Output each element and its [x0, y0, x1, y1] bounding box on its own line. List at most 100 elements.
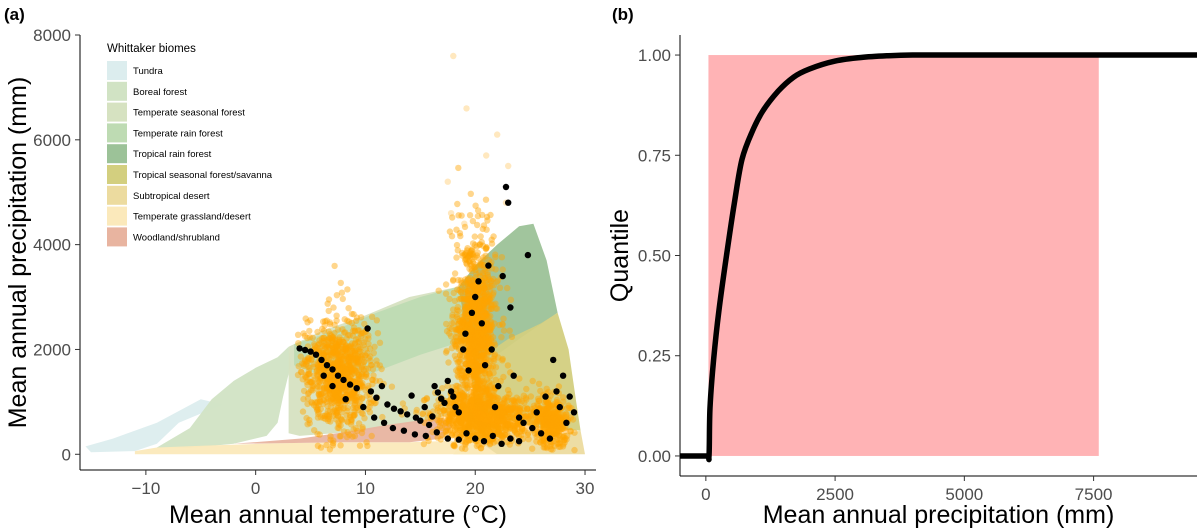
orange-point-297 — [317, 444, 325, 451]
orange-point-2360 — [491, 412, 498, 420]
orange-point-688 — [335, 381, 342, 388]
orange-point-2548 — [458, 419, 465, 426]
orange-point-1282 — [456, 324, 463, 332]
orange-point-977 — [483, 213, 491, 221]
orange-point-1160 — [475, 349, 483, 356]
orange-point-1087 — [474, 320, 481, 327]
orange-point-3010 — [535, 397, 542, 404]
orange-point-1257 — [465, 317, 472, 324]
orange-point-443 — [309, 387, 316, 394]
orange-point-2169 — [494, 428, 501, 435]
orange-point-3180 — [561, 436, 568, 444]
orange-point-3106 — [553, 410, 561, 417]
orange-point-363 — [326, 397, 333, 405]
orange-point-1012 — [475, 286, 483, 294]
orange-point-165 — [322, 392, 329, 399]
orange-point-2237 — [496, 431, 503, 438]
orange-point-2606 — [461, 415, 468, 423]
orange-point-553 — [314, 367, 321, 374]
orange-point-1270 — [463, 252, 470, 259]
orange-point-103 — [314, 398, 321, 406]
orange-point-1410 — [468, 393, 475, 400]
orange-point-3007 — [540, 440, 547, 447]
orange-point-43 — [329, 371, 337, 378]
black-point-11 — [364, 325, 371, 332]
orange-point-2331 — [474, 418, 481, 425]
orange-point-704 — [308, 378, 316, 386]
orange-point-1141 — [455, 307, 462, 315]
orange-point-2457 — [477, 424, 484, 431]
orange-point-1732 — [465, 423, 472, 430]
orange-point-2575 — [525, 436, 532, 443]
orange-point-2165 — [482, 409, 489, 416]
biome-region-1 — [156, 346, 291, 448]
orange-point-1066 — [454, 368, 462, 375]
orange-point-2926 — [553, 414, 560, 422]
orange-point-596 — [347, 394, 354, 402]
orange-point-2955 — [554, 440, 561, 448]
orange-point-189 — [351, 402, 358, 409]
orange-point-1343 — [481, 328, 489, 335]
orange-point-2849 — [491, 411, 498, 418]
orange-point-2095 — [498, 432, 505, 439]
orange-point-657 — [351, 432, 359, 440]
orange-point-1247 — [466, 361, 473, 368]
orange-point-326 — [334, 383, 342, 390]
orange-point-5 — [300, 387, 308, 395]
orange-point-2260 — [502, 408, 509, 416]
orange-point-2186 — [498, 414, 505, 421]
orange-point-715 — [334, 342, 341, 349]
orange-point-2476 — [475, 411, 482, 418]
orange-point-2671 — [445, 418, 453, 425]
orange-point-2871 — [527, 419, 534, 427]
orange-point-1425 — [475, 349, 482, 356]
orange-point-2027 — [442, 427, 450, 435]
orange-point-413 — [309, 385, 316, 392]
orange-point-111 — [348, 375, 355, 382]
orange-point-1195 — [456, 367, 464, 374]
orange-point-3128 — [547, 405, 555, 413]
orange-point-2402 — [436, 423, 444, 430]
orange-point-1184 — [470, 354, 477, 361]
orange-point-2689 — [478, 419, 485, 427]
orange-point-1786 — [477, 325, 484, 333]
orange-point-2021 — [482, 406, 489, 413]
orange-point-2132 — [474, 398, 481, 405]
orange-point-954 — [483, 383, 490, 391]
orange-point-3164 — [545, 410, 552, 417]
orange-point-1211 — [475, 363, 483, 370]
orange-point-2078 — [449, 430, 456, 437]
orange-point-2914 — [556, 414, 564, 421]
orange-point-1752 — [475, 360, 482, 368]
orange-point-3046 — [549, 414, 557, 421]
orange-point-2013 — [480, 405, 488, 412]
orange-point-224 — [362, 352, 369, 359]
orange-point-2881 — [506, 410, 513, 417]
orange-point-520 — [317, 364, 324, 371]
black-point-26 — [434, 389, 442, 396]
orange-point-2405 — [480, 418, 488, 425]
black-point-49 — [507, 304, 514, 311]
orange-point-1622 — [482, 335, 489, 342]
orange-point-2161 — [448, 412, 455, 420]
orange-point-101 — [327, 375, 335, 382]
orange-point-2727 — [531, 430, 539, 437]
orange-point-1836 — [487, 277, 495, 284]
orange-point-1859 — [475, 361, 483, 368]
orange-point-2007 — [478, 427, 486, 435]
orange-point-236 — [312, 346, 319, 353]
orange-point-2895 — [545, 428, 552, 435]
orange-point-2115 — [464, 403, 472, 410]
orange-point-705 — [372, 377, 380, 384]
orange-point-536 — [337, 394, 344, 402]
orange-point-2697 — [484, 399, 491, 406]
orange-point-1647 — [476, 329, 483, 337]
orange-point-654 — [344, 350, 351, 357]
orange-point-2008 — [486, 417, 493, 424]
black-point-8 — [340, 376, 347, 384]
orange-point-1667 — [478, 367, 486, 374]
orange-point-880 — [328, 395, 335, 402]
orange-point-2891 — [502, 431, 509, 439]
orange-point-1333 — [477, 344, 484, 351]
orange-point-2769 — [438, 413, 445, 420]
